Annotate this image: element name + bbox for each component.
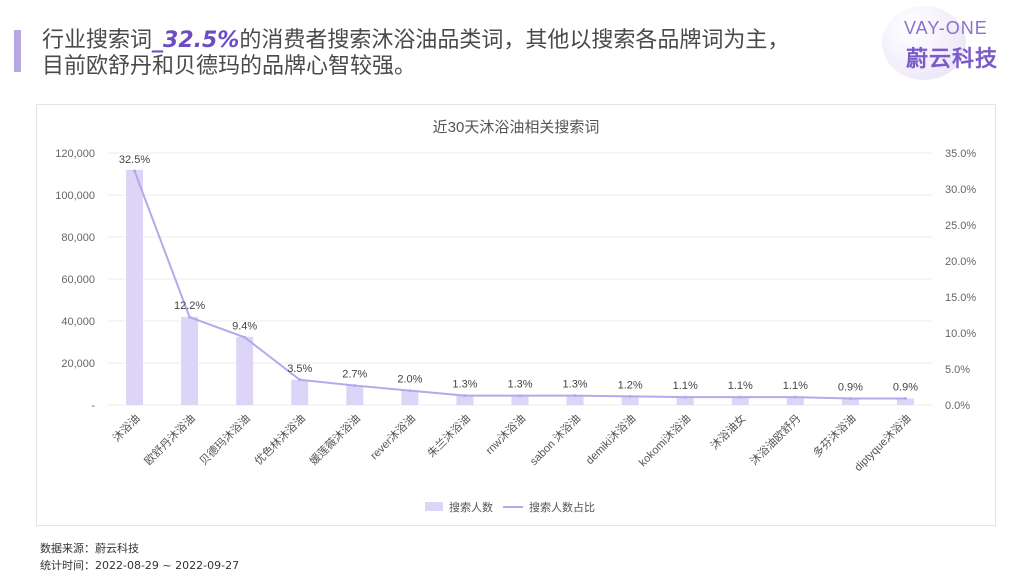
line-point xyxy=(683,395,687,399)
line-point xyxy=(353,384,357,388)
x-tick-label: 沐浴油女 xyxy=(707,411,748,452)
data-label: 3.5% xyxy=(287,363,312,375)
data-label: 1.3% xyxy=(452,379,477,391)
y-left-tick-label: 60,000 xyxy=(61,274,95,286)
x-tick-label: demiki沐浴油 xyxy=(583,411,639,467)
y-left-tick-label: 100,000 xyxy=(55,190,95,202)
headline-accent-bar xyxy=(14,30,21,72)
data-label: 2.0% xyxy=(397,374,422,386)
bar xyxy=(566,395,584,405)
bar xyxy=(731,397,749,405)
data-label: 1.1% xyxy=(728,380,753,392)
x-tick-label: 贝德玛沐浴油 xyxy=(196,411,253,468)
footer-source: 数据来源：蔚云科技 xyxy=(40,542,139,555)
line-point xyxy=(408,389,412,393)
x-tick-label: 多芬沐浴油 xyxy=(810,411,859,460)
bar xyxy=(456,395,474,405)
headline-highlight: _32.5% xyxy=(152,28,240,53)
data-label: 1.1% xyxy=(673,380,698,392)
x-tick-label: rever沐浴油 xyxy=(367,411,418,462)
x-tick-label: sabon 沐浴油 xyxy=(527,411,584,468)
x-tick-label: 沐浴油欧舒丹 xyxy=(747,411,804,468)
y-right-tick-label: 5.0% xyxy=(945,364,970,376)
x-tick-label: 媛莲薇沐浴油 xyxy=(306,411,363,468)
bar xyxy=(346,385,364,405)
data-label: 1.2% xyxy=(618,379,643,391)
bar xyxy=(896,398,914,405)
data-label: 12.2% xyxy=(174,300,205,312)
y-right-tick-label: 0.0% xyxy=(945,400,970,412)
headline: 行业搜索词_32.5%的消费者搜索沐浴油品类词，其他以搜索各品牌词为主， 目前欧… xyxy=(42,28,902,80)
logo-text-cn: 蔚云科技 xyxy=(906,47,999,72)
logo-text-en: VAY-ONE xyxy=(904,18,988,38)
y-left-tick-label: 120,000 xyxy=(55,148,95,160)
x-tick-label: diptyque沐浴油 xyxy=(851,411,914,474)
x-tick-label: kokomi沐浴油 xyxy=(635,411,693,469)
bar xyxy=(786,397,804,405)
footer-period: 统计时间：2022-08-29 ~ 2022-09-27 xyxy=(40,559,240,572)
y-right-tick-label: 10.0% xyxy=(945,328,976,340)
line-point xyxy=(738,395,742,399)
bar xyxy=(676,397,694,405)
legend-swatch-bar xyxy=(425,502,443,511)
chart-title: 近30天沐浴油相关搜索词 xyxy=(433,119,600,136)
data-label: 0.9% xyxy=(838,382,863,394)
bar xyxy=(511,395,529,405)
line-point xyxy=(518,394,522,398)
y-right-tick-label: 25.0% xyxy=(945,220,976,232)
line-point xyxy=(463,394,467,398)
x-tick-label: 欧舒丹沐浴油 xyxy=(141,411,198,468)
line-point xyxy=(903,397,907,401)
y-left-tick-label: 20,000 xyxy=(61,358,95,370)
bar xyxy=(236,336,254,405)
headline-pre: 行业搜索词 xyxy=(42,28,153,53)
bar xyxy=(621,396,639,405)
line-point xyxy=(243,335,247,339)
line-point xyxy=(848,397,852,401)
data-label: 1.1% xyxy=(783,380,808,392)
y-right-tick-label: 30.0% xyxy=(945,184,976,196)
line-point xyxy=(298,378,302,382)
y-right-tick-label: 20.0% xyxy=(945,256,976,268)
line-point xyxy=(573,394,577,398)
x-tick-label: 朱兰沐浴油 xyxy=(424,411,473,460)
legend-label-line: 搜索人数占比 xyxy=(529,500,595,514)
y-left-tick-label: 40,000 xyxy=(61,316,95,328)
logo-bubble xyxy=(882,6,966,80)
data-label: 32.5% xyxy=(119,154,150,166)
headline-line2: 目前欧舒丹和贝德玛的品牌心智较强。 xyxy=(42,54,417,79)
bar xyxy=(126,169,144,405)
y-left-tick-label: - xyxy=(91,400,95,412)
x-tick-label: rnw沐浴油 xyxy=(482,411,528,457)
legend-label-bar: 搜索人数 xyxy=(449,500,493,514)
line-point xyxy=(628,394,632,398)
data-label: 1.3% xyxy=(507,379,532,391)
brand-logo: VAY-ONE 蔚云科技 xyxy=(876,4,1006,82)
data-label: 9.4% xyxy=(232,320,257,332)
headline-post: 的消费者搜索沐浴油品类词，其他以搜索各品牌词为主， xyxy=(239,28,790,53)
line-point xyxy=(188,315,192,319)
bar xyxy=(841,398,859,405)
chart-panel: 近30天沐浴油相关搜索词 - 20,000 40,000 60,000 80,000 100… xyxy=(36,104,996,526)
data-label: 2.7% xyxy=(342,369,367,381)
data-label: 1.3% xyxy=(563,379,588,391)
line-point xyxy=(133,169,137,173)
data-label: 0.9% xyxy=(893,382,918,394)
y-left-tick-label: 80,000 xyxy=(61,232,95,244)
bar xyxy=(401,390,419,405)
y-right-tick-label: 15.0% xyxy=(945,292,976,304)
y-right-tick-label: 35.0% xyxy=(945,148,976,160)
chart-svg: 近30天沐浴油相关搜索词 - 20,000 40,000 60,000 80,000 100… xyxy=(55,119,976,514)
line-point xyxy=(793,395,797,399)
x-tick-label: 优色林沐浴油 xyxy=(251,411,308,468)
bar xyxy=(291,379,309,405)
bar xyxy=(181,316,199,405)
x-tick-label: 沐浴油 xyxy=(109,411,142,444)
